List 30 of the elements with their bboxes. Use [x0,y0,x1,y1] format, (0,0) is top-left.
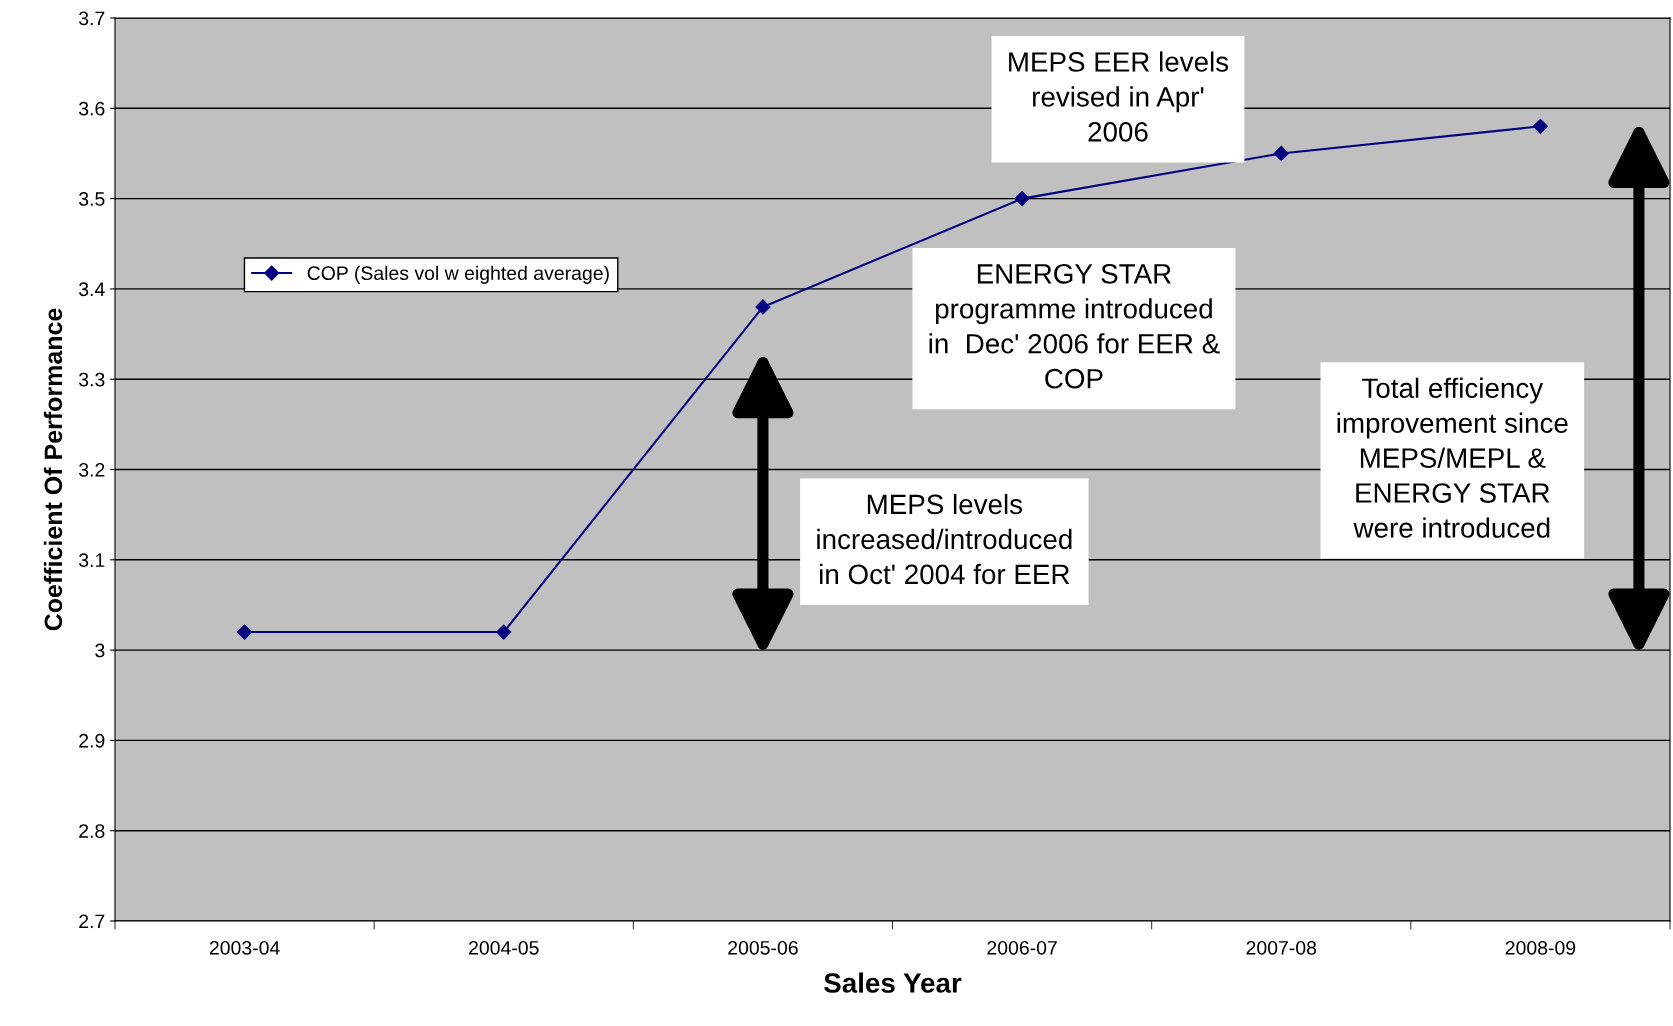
point [1273,145,1289,162]
y-tick-label: 3.7 [78,11,105,26]
x-tick-label: 2007-08 [1246,940,1317,955]
x-tick-label: 2006-07 [987,940,1057,955]
legend-label: COP (Sales vol w eighted average) [307,265,609,284]
x-tick-label: 2003-04 [209,940,280,955]
point [496,624,512,640]
annotation: MEPS levels increased/introduced in Oct' 2004 for EER [817,493,1072,585]
y-tick-label: 3.4 [78,282,105,297]
point [1014,191,1030,207]
x-tick-label: 2008-09 [1505,940,1576,955]
y-tick-label: 3 [95,643,105,658]
point [755,299,771,315]
y-tick-label: 2.8 [79,824,105,838]
y-axis-title: Coefficient Of Performance [43,308,63,631]
y-tick-label: 2.7 [79,914,105,929]
y-tick-label: 3.5 [78,192,105,206]
y-tick-label: 3.2 [78,462,105,477]
y-tick-label: 2.9 [79,733,105,748]
annotation: Total efficiency improvement since MEPS/MEPL & ENERGY STAR were introduced [1337,377,1568,538]
x-tick-label: 2004-05 [469,940,539,955]
annotation: MEPS EER levels revised in Apr' 2006 [1009,51,1229,142]
point [1532,118,1548,134]
y-tick-label: 3.1 [78,553,105,568]
y-tick-label: 3.6 [78,101,105,116]
y-tick-label: 3.3 [78,372,105,387]
annotation: ENERGY STAR programme introduced in Dec' 2006 for EER & COP [929,263,1220,389]
x-axis-title: Sales Year [824,972,962,993]
x-tick-label: 2005-06 [728,940,798,955]
point [237,624,253,640]
